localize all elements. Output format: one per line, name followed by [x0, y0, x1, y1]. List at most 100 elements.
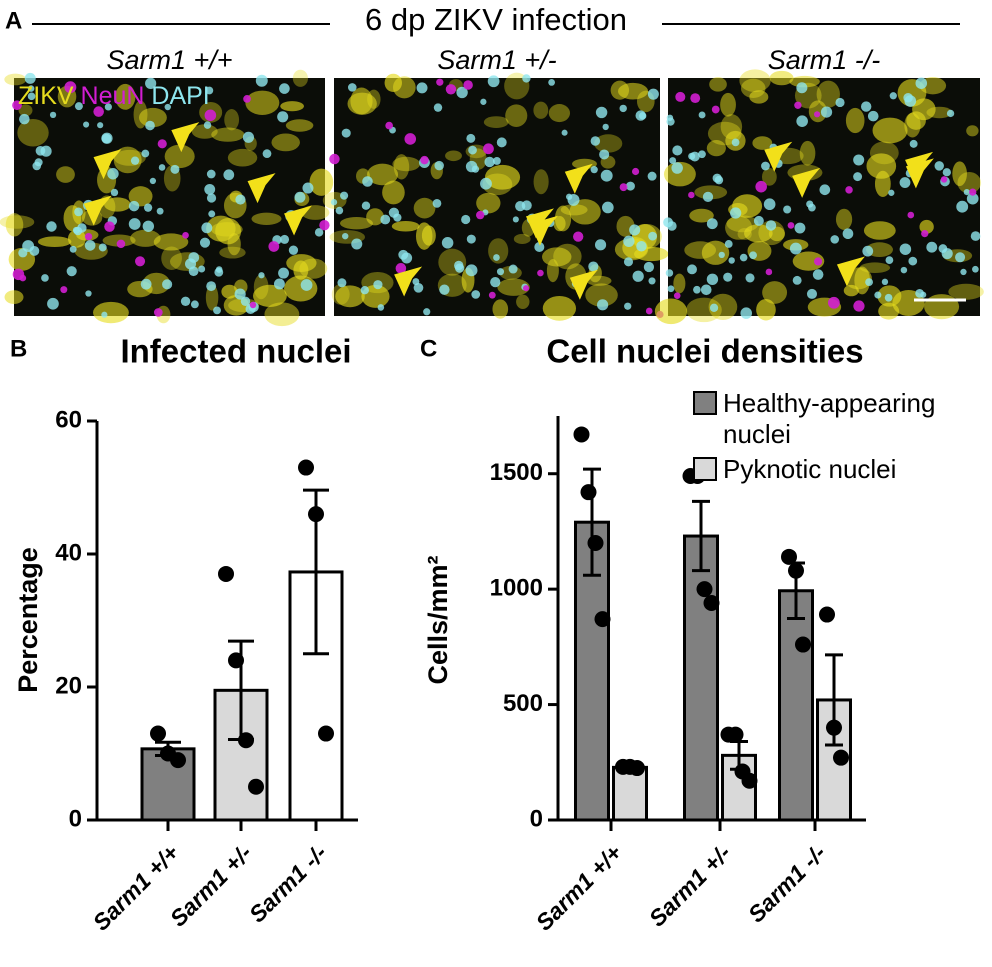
neuron — [814, 257, 823, 266]
cell-signal — [367, 163, 399, 186]
nucleus — [69, 245, 77, 253]
data-point — [298, 459, 314, 476]
nucleus — [335, 206, 344, 215]
nucleus — [434, 160, 444, 171]
y-tick-label: 1500 — [490, 459, 543, 486]
nucleus — [337, 278, 347, 288]
nucleus — [749, 251, 757, 260]
nucleus — [49, 111, 57, 119]
nucleus — [595, 106, 608, 119]
arrowhead — [905, 151, 934, 182]
nucleus — [206, 281, 217, 292]
bar — [778, 589, 814, 822]
nucleus — [938, 244, 948, 253]
neuron — [765, 268, 773, 276]
nucleus — [740, 307, 752, 319]
nucleus — [342, 232, 349, 240]
cell-signal — [104, 197, 131, 212]
cell-signal — [709, 77, 727, 92]
nucleus — [796, 82, 808, 94]
nucleus — [465, 264, 478, 277]
y-tick-label: 20 — [55, 672, 82, 699]
cell-signal — [516, 294, 530, 309]
nucleus — [262, 149, 272, 159]
nucleus — [468, 145, 477, 155]
nucleus — [643, 261, 655, 273]
legend-label: Healthy-appearing nuclei — [723, 388, 936, 449]
nucleus — [625, 181, 635, 191]
nucleus — [623, 235, 635, 247]
nucleus — [213, 306, 221, 315]
cell-signal — [548, 104, 570, 123]
space — [144, 82, 151, 110]
nucleus — [700, 284, 712, 296]
nucleus — [946, 109, 955, 118]
nucleus — [806, 200, 814, 208]
panel-subtitle: Sarm1 +/+ — [106, 45, 232, 75]
neuron — [60, 286, 68, 294]
arrowhead — [247, 173, 276, 204]
data-point — [727, 726, 744, 743]
nucleus — [508, 264, 518, 274]
arrowhead — [564, 163, 593, 194]
cell-signal — [393, 154, 410, 180]
nucleus — [258, 272, 265, 279]
cell-signal — [542, 295, 577, 321]
channel-legend: ZIKV NeuN DAPI — [18, 82, 210, 110]
nucleus — [278, 267, 289, 279]
nucleus — [180, 296, 191, 307]
cell-signal — [350, 87, 373, 115]
chart-title: Cell nuclei densities — [546, 333, 863, 370]
cell-signal — [542, 247, 572, 267]
nucleus — [423, 308, 431, 316]
neuron — [12, 100, 22, 111]
neuron — [404, 133, 417, 145]
cell-signal — [799, 140, 816, 166]
neuron — [93, 106, 104, 117]
cell-signal — [0, 215, 35, 229]
space — [74, 82, 81, 110]
nucleus — [98, 243, 107, 252]
nucleus — [41, 274, 49, 282]
nucleus — [164, 103, 171, 111]
neuron — [104, 221, 115, 232]
arrowhead — [83, 195, 112, 226]
nucleus — [702, 191, 714, 202]
nucleus — [208, 210, 216, 218]
data-point — [826, 719, 842, 736]
cell-signal — [113, 146, 142, 174]
nucleus — [46, 221, 57, 232]
nucleus — [862, 245, 874, 257]
nucleus — [934, 161, 944, 171]
nucleus — [362, 176, 373, 187]
cell-signal — [280, 101, 304, 112]
panel-title: 6 dp ZIKV infection — [365, 2, 627, 37]
nucleus — [796, 115, 808, 127]
cell-signal — [533, 169, 549, 195]
nucleus — [647, 88, 659, 100]
cell-signal — [761, 168, 777, 186]
nucleus — [466, 133, 476, 143]
nucleus — [206, 169, 216, 179]
nucleus — [915, 288, 924, 298]
neuron — [116, 239, 126, 249]
nucleus — [360, 286, 369, 295]
nucleus — [885, 256, 894, 264]
cell-signal — [492, 299, 509, 319]
neuron — [135, 256, 146, 267]
nucleus — [956, 200, 969, 213]
cell-signal — [4, 73, 27, 86]
nucleus — [763, 198, 776, 211]
nucleus — [162, 279, 173, 290]
cell-signal — [483, 116, 509, 129]
legend-item: Healthy-appearing nuclei — [693, 388, 992, 450]
nucleus — [783, 205, 792, 214]
nucleus — [300, 279, 313, 291]
nucleus — [432, 198, 442, 208]
nucleus — [955, 252, 966, 263]
cell-signal — [17, 119, 49, 147]
neuron — [395, 263, 407, 274]
bar — [612, 765, 648, 822]
neuron — [463, 80, 473, 90]
nucleus — [280, 234, 290, 244]
